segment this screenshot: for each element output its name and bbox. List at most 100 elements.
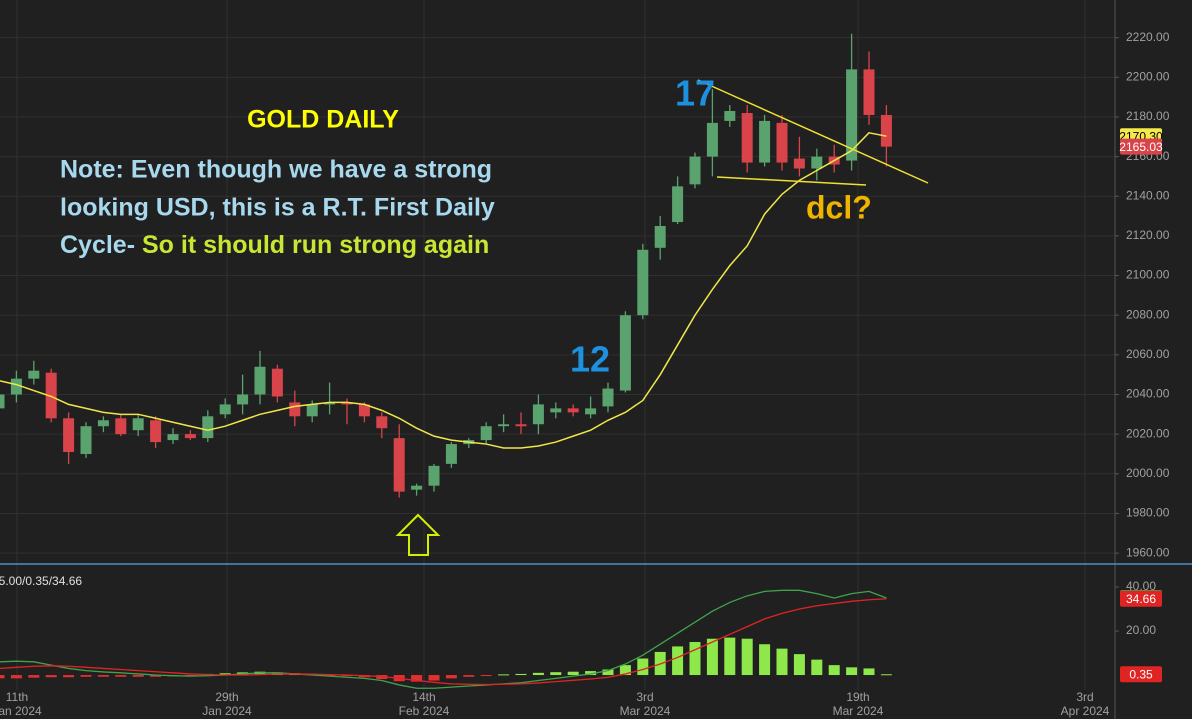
candle-body [793,158,805,169]
candle-body [602,388,614,407]
candle-body [637,249,649,316]
candle-body [10,378,22,395]
histogram-bar [602,669,614,676]
x-tick-label: Feb 2024 [399,704,450,718]
histogram-bar [724,637,736,676]
histogram-bar [567,671,579,676]
y-tick-label: 1980.00 [1126,506,1170,520]
candle-body [219,404,231,415]
candle-body [863,69,875,115]
candle-body [115,418,127,435]
labels: 1960.00 1980.00 2000.00 2020.00 2040.00 2060.… [0,30,1170,718]
x-tick-label: 11th [6,690,28,704]
annotation: 17 [675,73,715,114]
y-tick-label: 2060.00 [1126,347,1170,361]
candle-body [567,408,579,413]
candle-body [341,402,353,405]
candle-body [689,156,701,185]
y-tick-label: 2040.00 [1126,387,1170,401]
histogram-bar [115,675,127,677]
candle-body [237,394,249,405]
candle-body [550,408,562,413]
candle-body [97,420,109,427]
candle-body [585,408,597,415]
note-part: Cycle- [60,231,135,259]
annotation: 12 [570,339,610,380]
x-tick-label: 19th [846,690,869,704]
histogram-bar [828,665,840,676]
candle-body [358,404,370,417]
x-tick-label: 3rd [1076,690,1093,704]
candle-body [880,114,892,147]
chart-title: GOLD DAILY [247,106,399,134]
price-tag-label: 0.35 [1129,667,1153,681]
x-tick-label: 3rd [636,690,653,704]
histogram-bar [637,658,649,676]
candle-body [80,426,92,454]
indicator-legend: 35.00/0.35/34.66 [0,574,82,588]
candle-body [515,424,527,427]
histogram-bar [706,638,718,676]
grid [0,0,1115,690]
histogram-bar [428,675,440,681]
histogram-bar [80,675,92,677]
y-tick-label: 2120.00 [1126,228,1170,242]
y-tick-label: 2140.00 [1126,188,1170,202]
candle-body [306,404,318,417]
x-tick-label: 29th [215,690,238,704]
histogram-bar [0,675,5,679]
note-line: Cycle- So it should run strong again [60,231,489,259]
candle-body [619,315,631,391]
candle-body [167,434,179,441]
histogram-bar [846,667,858,676]
candle-body [759,120,771,163]
candle-body [289,402,301,417]
candle-body [63,418,75,452]
histogram-bar [411,675,423,682]
candle-body [376,416,388,429]
annotation: dcl? [806,189,872,225]
y-tick-label: 40.00 [1126,579,1156,593]
y-tick-label: 2020.00 [1126,426,1170,440]
histogram-bar [150,675,162,677]
histogram-bar [132,675,144,677]
candle-body [724,111,736,121]
candle-body [45,372,57,419]
price-tag [1120,590,1162,607]
price-tag-label: 2165.03 [1119,140,1163,154]
histogram-bar [532,672,544,676]
x-tick-label: Mar 2024 [833,704,884,718]
candle-body [0,394,5,409]
candle-body [741,112,753,163]
y-tick-label: 2100.00 [1126,268,1170,282]
histogram-bar [741,638,753,676]
y-tick-label: 2180.00 [1126,109,1170,123]
line [0,132,887,449]
histogram-bar [463,675,475,677]
price-tag-label: 34.66 [1126,592,1156,606]
candle-body [393,438,405,492]
trendline-upper [697,79,929,184]
histogram-bar [97,675,109,677]
candle-body [132,418,144,431]
candle-body [654,225,666,248]
histogram-bar [219,673,231,676]
trendline-lower [716,176,867,186]
line [0,598,887,686]
candle-body [445,444,457,464]
histogram-bar [811,659,823,676]
candle-body [324,402,336,405]
y-tick-label: 2220.00 [1126,30,1170,44]
marks [0,33,892,689]
y-tick-label: 1960.00 [1126,545,1170,559]
histogram-bar [28,675,40,678]
y-tick-label: 2200.00 [1126,69,1170,83]
histogram-bar [880,674,892,676]
x-tick-label: Apr 2024 [1061,704,1110,718]
histogram-bar [63,675,75,678]
candle-body [706,122,718,157]
histogram-bar [619,665,631,676]
note-line: looking USD, this is a R.T. First Daily [60,194,495,222]
